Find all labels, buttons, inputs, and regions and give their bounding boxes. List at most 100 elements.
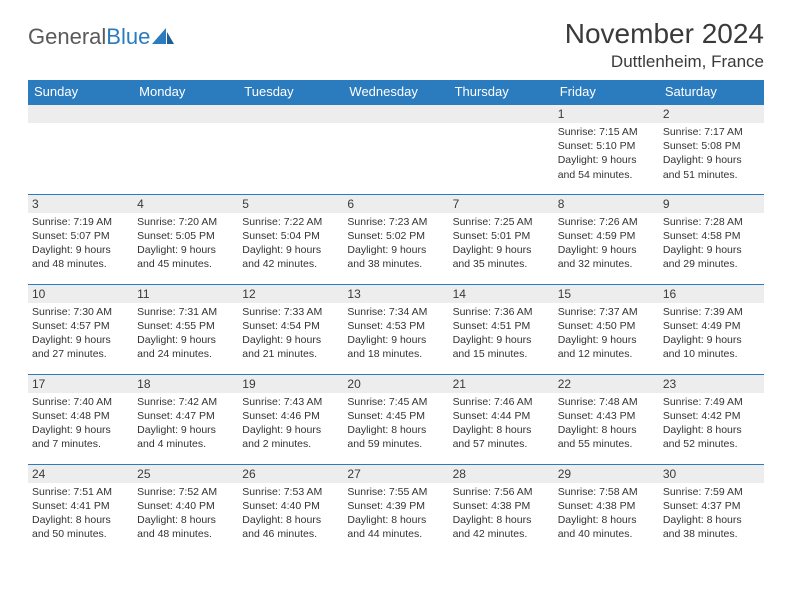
sunset-text: Sunset: 4:48 PM	[32, 409, 129, 423]
daylight-text: and 42 minutes.	[453, 527, 550, 541]
calendar-day-cell: 22Sunrise: 7:48 AMSunset: 4:43 PMDayligh…	[554, 374, 659, 464]
daylight-text: Daylight: 9 hours	[558, 153, 655, 167]
daylight-text: Daylight: 9 hours	[137, 333, 234, 347]
weekday-header: Friday	[554, 80, 659, 104]
day-details: Sunrise: 7:25 AMSunset: 5:01 PMDaylight:…	[449, 213, 554, 276]
calendar-day-cell: 8Sunrise: 7:26 AMSunset: 4:59 PMDaylight…	[554, 194, 659, 284]
sunset-text: Sunset: 4:39 PM	[347, 499, 444, 513]
day-details: Sunrise: 7:15 AMSunset: 5:10 PMDaylight:…	[554, 123, 659, 186]
calendar-day-cell: 4Sunrise: 7:20 AMSunset: 5:05 PMDaylight…	[133, 194, 238, 284]
calendar-day-cell: 5Sunrise: 7:22 AMSunset: 5:04 PMDaylight…	[238, 194, 343, 284]
calendar-day-cell: 30Sunrise: 7:59 AMSunset: 4:37 PMDayligh…	[659, 464, 764, 554]
weekday-header: Saturday	[659, 80, 764, 104]
sunrise-text: Sunrise: 7:59 AM	[663, 485, 760, 499]
brand-sail-icon	[152, 28, 174, 46]
daylight-text: Daylight: 8 hours	[453, 423, 550, 437]
day-number	[133, 105, 238, 123]
daylight-text: and 10 minutes.	[663, 347, 760, 361]
day-details: Sunrise: 7:39 AMSunset: 4:49 PMDaylight:…	[659, 303, 764, 366]
day-details: Sunrise: 7:53 AMSunset: 4:40 PMDaylight:…	[238, 483, 343, 546]
day-number: 10	[28, 285, 133, 303]
day-number: 15	[554, 285, 659, 303]
sunrise-text: Sunrise: 7:33 AM	[242, 305, 339, 319]
daylight-text: Daylight: 9 hours	[137, 423, 234, 437]
day-details: Sunrise: 7:55 AMSunset: 4:39 PMDaylight:…	[343, 483, 448, 546]
daylight-text: Daylight: 8 hours	[32, 513, 129, 527]
day-number: 2	[659, 105, 764, 123]
sunrise-text: Sunrise: 7:40 AM	[32, 395, 129, 409]
day-number: 13	[343, 285, 448, 303]
daylight-text: and 48 minutes.	[32, 257, 129, 271]
weekday-header: Sunday	[28, 80, 133, 104]
calendar-day-cell: 19Sunrise: 7:43 AMSunset: 4:46 PMDayligh…	[238, 374, 343, 464]
calendar-table: SundayMondayTuesdayWednesdayThursdayFrid…	[28, 80, 764, 554]
day-details: Sunrise: 7:20 AMSunset: 5:05 PMDaylight:…	[133, 213, 238, 276]
calendar-day-cell	[449, 104, 554, 194]
sunset-text: Sunset: 4:42 PM	[663, 409, 760, 423]
day-details: Sunrise: 7:51 AMSunset: 4:41 PMDaylight:…	[28, 483, 133, 546]
daylight-text: Daylight: 9 hours	[663, 153, 760, 167]
daylight-text: and 15 minutes.	[453, 347, 550, 361]
sunset-text: Sunset: 4:40 PM	[137, 499, 234, 513]
calendar-day-cell: 25Sunrise: 7:52 AMSunset: 4:40 PMDayligh…	[133, 464, 238, 554]
day-number: 7	[449, 195, 554, 213]
day-number: 21	[449, 375, 554, 393]
daylight-text: and 46 minutes.	[242, 527, 339, 541]
daylight-text: Daylight: 9 hours	[242, 243, 339, 257]
daylight-text: and 44 minutes.	[347, 527, 444, 541]
calendar-week-row: 3Sunrise: 7:19 AMSunset: 5:07 PMDaylight…	[28, 194, 764, 284]
daylight-text: Daylight: 8 hours	[558, 513, 655, 527]
weekday-header: Tuesday	[238, 80, 343, 104]
sunset-text: Sunset: 4:45 PM	[347, 409, 444, 423]
daylight-text: Daylight: 8 hours	[663, 513, 760, 527]
sunset-text: Sunset: 4:49 PM	[663, 319, 760, 333]
calendar-day-cell: 11Sunrise: 7:31 AMSunset: 4:55 PMDayligh…	[133, 284, 238, 374]
day-details: Sunrise: 7:40 AMSunset: 4:48 PMDaylight:…	[28, 393, 133, 456]
day-number: 20	[343, 375, 448, 393]
calendar-day-cell	[343, 104, 448, 194]
daylight-text: Daylight: 8 hours	[453, 513, 550, 527]
sunrise-text: Sunrise: 7:19 AM	[32, 215, 129, 229]
day-number: 16	[659, 285, 764, 303]
day-number: 3	[28, 195, 133, 213]
sunrise-text: Sunrise: 7:48 AM	[558, 395, 655, 409]
sunset-text: Sunset: 4:57 PM	[32, 319, 129, 333]
sunset-text: Sunset: 4:38 PM	[453, 499, 550, 513]
day-details: Sunrise: 7:56 AMSunset: 4:38 PMDaylight:…	[449, 483, 554, 546]
daylight-text: and 54 minutes.	[558, 168, 655, 182]
daylight-text: Daylight: 9 hours	[32, 243, 129, 257]
sunset-text: Sunset: 4:37 PM	[663, 499, 760, 513]
daylight-text: Daylight: 8 hours	[558, 423, 655, 437]
daylight-text: Daylight: 8 hours	[137, 513, 234, 527]
daylight-text: Daylight: 8 hours	[663, 423, 760, 437]
sunset-text: Sunset: 5:04 PM	[242, 229, 339, 243]
sunset-text: Sunset: 5:02 PM	[347, 229, 444, 243]
day-details: Sunrise: 7:43 AMSunset: 4:46 PMDaylight:…	[238, 393, 343, 456]
daylight-text: Daylight: 9 hours	[558, 243, 655, 257]
day-number: 24	[28, 465, 133, 483]
day-details: Sunrise: 7:34 AMSunset: 4:53 PMDaylight:…	[343, 303, 448, 366]
day-details: Sunrise: 7:30 AMSunset: 4:57 PMDaylight:…	[28, 303, 133, 366]
day-details: Sunrise: 7:58 AMSunset: 4:38 PMDaylight:…	[554, 483, 659, 546]
daylight-text: and 57 minutes.	[453, 437, 550, 451]
day-details: Sunrise: 7:19 AMSunset: 5:07 PMDaylight:…	[28, 213, 133, 276]
sunrise-text: Sunrise: 7:34 AM	[347, 305, 444, 319]
daylight-text: Daylight: 8 hours	[242, 513, 339, 527]
day-details: Sunrise: 7:37 AMSunset: 4:50 PMDaylight:…	[554, 303, 659, 366]
day-number	[343, 105, 448, 123]
calendar-day-cell: 21Sunrise: 7:46 AMSunset: 4:44 PMDayligh…	[449, 374, 554, 464]
daylight-text: Daylight: 8 hours	[347, 513, 444, 527]
daylight-text: and 51 minutes.	[663, 168, 760, 182]
day-details: Sunrise: 7:28 AMSunset: 4:58 PMDaylight:…	[659, 213, 764, 276]
sunrise-text: Sunrise: 7:31 AM	[137, 305, 234, 319]
calendar-day-cell: 10Sunrise: 7:30 AMSunset: 4:57 PMDayligh…	[28, 284, 133, 374]
daylight-text: and 21 minutes.	[242, 347, 339, 361]
daylight-text: Daylight: 9 hours	[663, 333, 760, 347]
sunset-text: Sunset: 4:59 PM	[558, 229, 655, 243]
day-number: 27	[343, 465, 448, 483]
day-number: 5	[238, 195, 343, 213]
calendar-day-cell: 27Sunrise: 7:55 AMSunset: 4:39 PMDayligh…	[343, 464, 448, 554]
daylight-text: Daylight: 9 hours	[32, 423, 129, 437]
calendar-week-row: 10Sunrise: 7:30 AMSunset: 4:57 PMDayligh…	[28, 284, 764, 374]
day-details: Sunrise: 7:49 AMSunset: 4:42 PMDaylight:…	[659, 393, 764, 456]
